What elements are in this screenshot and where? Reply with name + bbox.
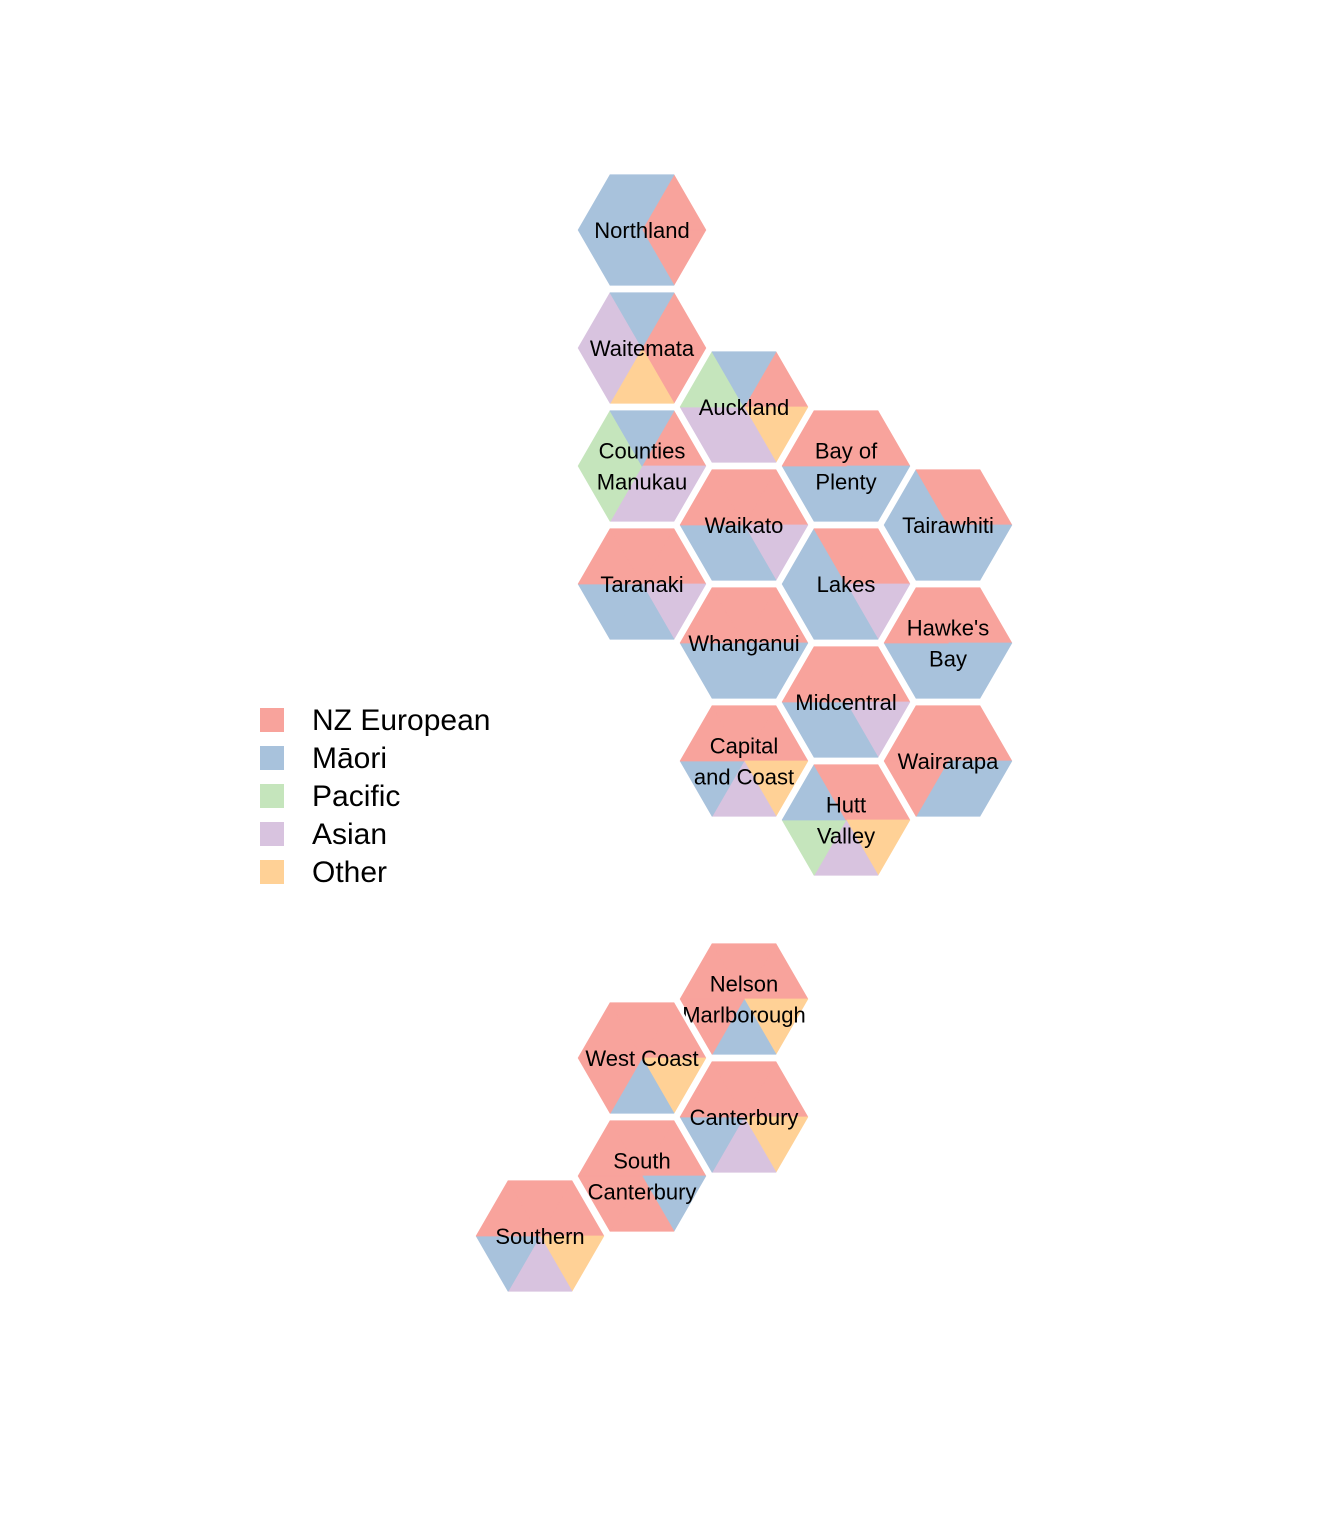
region-label: Auckland <box>699 395 790 420</box>
region-label: Hutt <box>826 793 866 818</box>
hex-hawkes-bay: Hawke's Bay <box>880 584 1016 702</box>
region-label: Waitemata <box>590 336 695 361</box>
hex-outline <box>574 999 710 1117</box>
legend-item-pacific: Pacific <box>260 780 400 813</box>
legend-swatch <box>260 746 284 770</box>
hex-outline <box>778 525 914 643</box>
region-label: Plenty <box>815 470 876 495</box>
region-label: Valley <box>817 824 875 849</box>
legend: NZ European Māori Pacific Asian Other <box>260 704 490 889</box>
hex-bay-of-plenty: Bay of Plenty <box>778 407 914 525</box>
legend-label: NZ European <box>312 704 490 737</box>
hex-nelson-marlborough: Nelson Marlborough <box>676 940 812 1058</box>
hex-northland: Northland <box>574 171 710 289</box>
hex-hutt-valley: Hutt Valley <box>778 761 914 879</box>
legend-item-other: Other <box>260 856 387 889</box>
region-label: Hawke's <box>907 616 989 641</box>
region-label: Lakes <box>817 572 876 597</box>
hex-outline <box>676 348 812 466</box>
hex-south-canterbury: South Canterbury <box>574 1117 710 1235</box>
hex-wairarapa: Wairarapa <box>880 702 1016 820</box>
region-label: Southern <box>495 1224 584 1249</box>
hex-outline <box>778 761 914 879</box>
hex-outline <box>880 466 1016 584</box>
legend-swatch <box>260 708 284 732</box>
hex-outline <box>676 702 812 820</box>
hex-layer: Northland Waitemata Auckland Counties Manuka… <box>472 171 1016 1295</box>
hex-outline <box>778 407 914 525</box>
region-label: West Coast <box>585 1046 698 1071</box>
hex-outline <box>676 466 812 584</box>
hex-counties-manukau: Counties Manukau <box>574 407 710 525</box>
hex-outline <box>574 289 710 407</box>
region-label: Canterbury <box>588 1180 697 1205</box>
region-label: Tairawhiti <box>902 513 994 538</box>
region-label: Taranaki <box>600 572 683 597</box>
hex-outline <box>574 407 710 525</box>
legend-label: Pacific <box>312 780 400 813</box>
hex-midcentral: Midcentral <box>778 643 914 761</box>
hex-outline <box>574 1117 710 1235</box>
hex-outline <box>574 171 710 289</box>
region-label: Bay of <box>815 439 878 464</box>
hex-outline <box>574 525 710 643</box>
legend-swatch <box>260 784 284 808</box>
hex-outline <box>676 1058 812 1176</box>
region-label: South <box>613 1149 671 1174</box>
hex-outline <box>778 643 914 761</box>
region-label: Canterbury <box>690 1105 799 1130</box>
region-label: Waikato <box>705 513 784 538</box>
legend-label: Other <box>312 856 387 889</box>
hex-whanganui: Whanganui <box>676 584 812 702</box>
region-label: Whanganui <box>688 631 799 656</box>
hex-southern: Southern <box>472 1177 608 1295</box>
region-label: Capital <box>710 734 778 759</box>
hex-auckland: Auckland <box>676 348 812 466</box>
hex-waikato: Waikato <box>676 466 812 584</box>
legend-label: Māori <box>312 742 387 775</box>
legend-item-asian: Asian <box>260 818 387 851</box>
hex-lakes: Lakes <box>778 525 914 643</box>
region-label: Manukau <box>597 470 688 495</box>
region-label: Nelson <box>710 972 778 997</box>
hex-west-coast: West Coast <box>574 999 710 1117</box>
legend-swatch <box>260 822 284 846</box>
hex-tairawhiti: Tairawhiti <box>880 466 1016 584</box>
legend-swatch <box>260 860 284 884</box>
region-label: and Coast <box>694 765 794 790</box>
region-label: Counties <box>599 439 686 464</box>
hex-waitemata: Waitemata <box>574 289 710 407</box>
hex-outline <box>676 584 812 702</box>
hex-outline <box>880 584 1016 702</box>
legend-label: Asian <box>312 818 387 851</box>
hex-outline <box>676 940 812 1058</box>
hex-taranaki: Taranaki <box>574 525 710 643</box>
legend-item-maori: Māori <box>260 742 387 775</box>
region-label: Wairarapa <box>898 749 999 774</box>
region-label: Marlborough <box>682 1003 806 1028</box>
region-label: Midcentral <box>795 690 896 715</box>
hex-outline <box>472 1177 608 1295</box>
region-label: Northland <box>594 218 689 243</box>
hex-capital-and-coast: Capital and Coast <box>676 702 812 820</box>
legend-item-nz_european: NZ European <box>260 704 490 737</box>
hex-canterbury: Canterbury <box>676 1058 812 1176</box>
hex-outline <box>880 702 1016 820</box>
region-label: Bay <box>929 647 967 672</box>
